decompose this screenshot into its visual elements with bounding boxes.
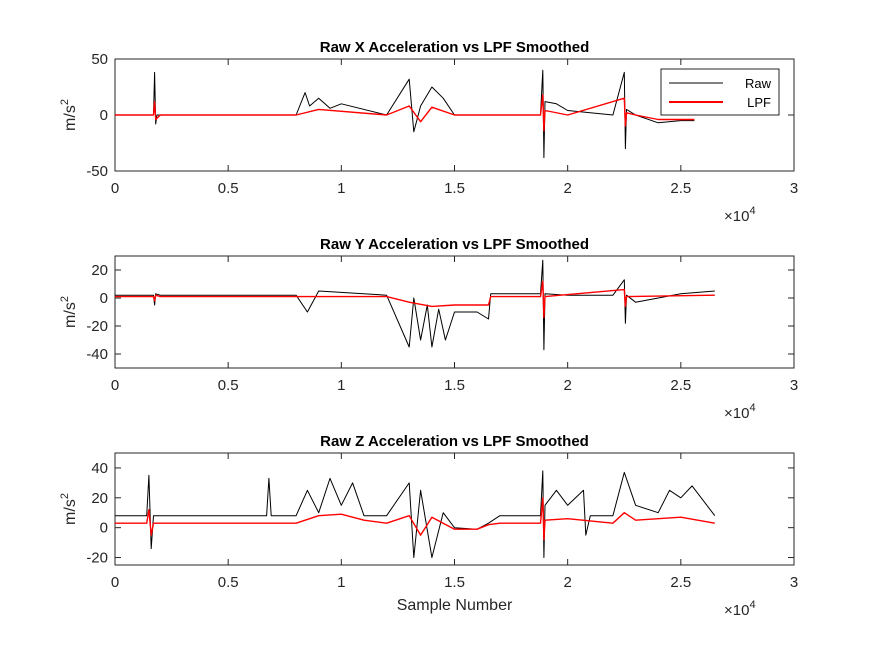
legend-box <box>660 68 780 116</box>
x-tick-label: 1.5 <box>444 180 465 197</box>
x-tick-label: 3 <box>790 180 798 197</box>
x-tick-label: 0.5 <box>218 180 239 197</box>
chart-title: Raw Z Acceleration vs LPF Smoothed <box>320 433 589 450</box>
series-line-raw <box>115 259 715 351</box>
y-tick-label: 50 <box>91 51 108 68</box>
y-tick-label: 40 <box>91 460 108 477</box>
x-tick-label: 2.5 <box>670 574 691 591</box>
series-line-lpf <box>115 94 695 132</box>
chart-panel-2: Raw Y Acceleration vs LPF Smoothed 0 0.5 1 1… <box>59 236 798 422</box>
chart-panel-1: Raw X Acceleration vs LPF Smoothed 0 0.5 1 1… <box>59 39 798 225</box>
legend-label: LPF <box>747 95 771 110</box>
x-tick-label: 2 <box>563 180 571 197</box>
x-exponent-label: ×104 <box>724 205 756 225</box>
legend-label: Raw <box>745 76 772 91</box>
x-tick-label: 0.5 <box>218 574 239 591</box>
x-tick-label: 1.5 <box>444 377 465 394</box>
x-tick-label: 0 <box>111 574 119 591</box>
chart-title: Raw X Acceleration vs LPF Smoothed <box>320 39 590 56</box>
y-tick-label: 20 <box>91 490 108 507</box>
x-axis-label: Sample Number <box>397 597 513 614</box>
x-tick-label: 1 <box>337 377 345 394</box>
x-tick-label: 0.5 <box>218 377 239 394</box>
y-tick-label: -40 <box>86 346 108 363</box>
x-tick-label: 2 <box>563 574 571 591</box>
x-tick-label: 1 <box>337 180 345 197</box>
y-axis-label: m/s2 <box>59 493 79 525</box>
series-line-lpf <box>115 280 715 319</box>
x-tick-label: 2.5 <box>670 180 691 197</box>
y-tick-label: 0 <box>100 520 108 537</box>
y-tick-label: -50 <box>86 163 108 180</box>
y-tick-label: 20 <box>91 262 108 279</box>
x-tick-label: 2 <box>563 377 571 394</box>
y-tick-label: 0 <box>100 107 108 124</box>
series-line-raw <box>115 470 716 558</box>
y-tick-label: 0 <box>100 290 108 307</box>
y-tick-label: -20 <box>86 318 108 335</box>
x-exponent-label: ×104 <box>724 599 756 619</box>
y-axis-label: m/s2 <box>59 99 79 131</box>
x-tick-label: 3 <box>790 377 798 394</box>
legend: Raw LPF <box>660 68 780 116</box>
y-axis-label: m/s2 <box>59 296 79 328</box>
series-line-lpf <box>115 497 715 541</box>
x-tick-label: 0 <box>111 180 119 197</box>
x-tick-label: 2.5 <box>670 377 691 394</box>
x-tick-label: 3 <box>790 574 798 591</box>
y-tick-label: -20 <box>86 550 108 567</box>
x-tick-label: 1.5 <box>444 574 465 591</box>
plot-area <box>114 452 795 566</box>
x-exponent-label: ×104 <box>724 402 756 422</box>
x-tick-label: 1 <box>337 574 345 591</box>
x-tick-label: 0 <box>111 377 119 394</box>
chart-panel-3: Raw Z Acceleration vs LPF Smoothed 0 0.5 1 1… <box>59 433 798 619</box>
chart-title: Raw Y Acceleration vs LPF Smoothed <box>320 236 589 253</box>
